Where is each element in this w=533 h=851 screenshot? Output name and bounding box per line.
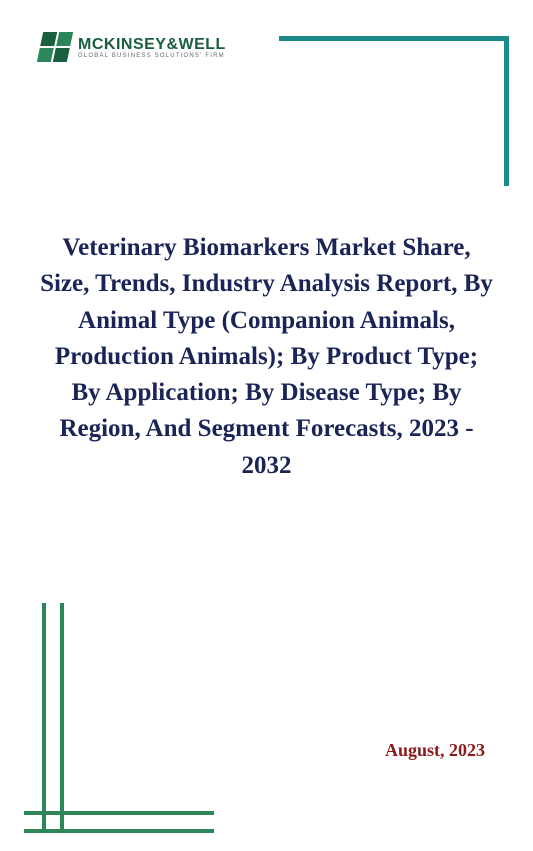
- corner-decoration-top-right: [279, 36, 509, 186]
- logo-tagline: GLOBAL BUSINESS SOLUTIONS' FIRM: [78, 53, 226, 59]
- logo-container: MCKINSEY&WELL GLOBAL BUSINESS SOLUTIONS'…: [40, 32, 226, 62]
- logo-name: MCKINSEY&WELL: [78, 36, 226, 54]
- corner-decoration-bottom-left: [24, 603, 214, 833]
- decoration-line: [24, 829, 214, 833]
- logo-square: [53, 48, 70, 62]
- logo-square: [37, 48, 54, 62]
- decoration-line: [279, 36, 509, 41]
- decoration-line: [60, 603, 64, 833]
- decoration-line: [42, 603, 46, 833]
- report-title: Veterinary Biomarkers Market Share, Size…: [40, 230, 493, 484]
- logo-text: MCKINSEY&WELL GLOBAL BUSINESS SOLUTIONS'…: [78, 36, 226, 59]
- decoration-line: [24, 811, 214, 815]
- decoration-line: [504, 36, 509, 186]
- logo-square: [40, 32, 57, 46]
- report-date: August, 2023: [385, 740, 485, 761]
- logo-icon: [37, 32, 73, 62]
- logo-square: [56, 32, 73, 46]
